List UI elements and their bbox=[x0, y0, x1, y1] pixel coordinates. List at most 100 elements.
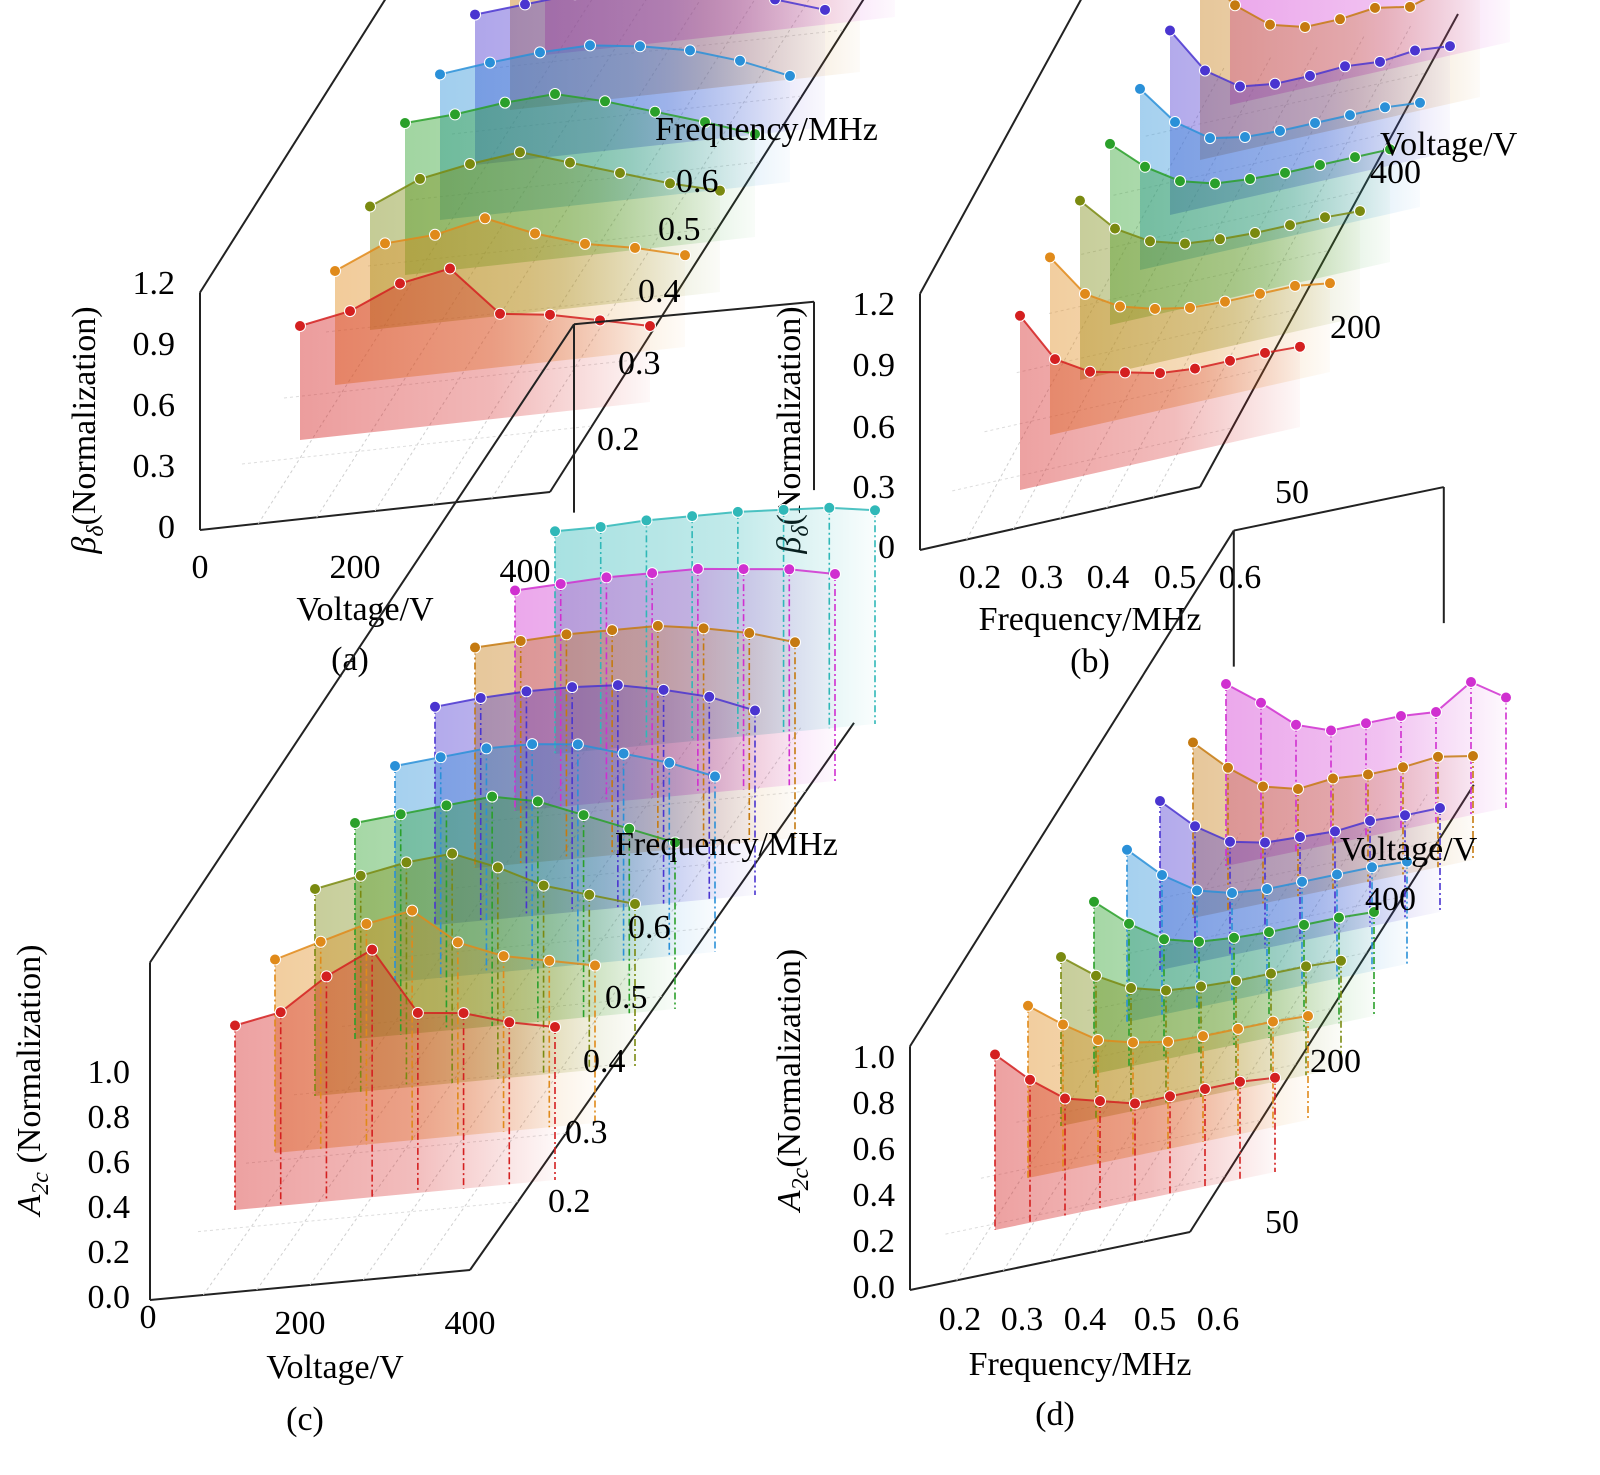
chart-d-series-200-point-7 bbox=[1333, 911, 1345, 924]
chart-b-series-50-area bbox=[1020, 315, 1300, 490]
chart-b-series-300-point-0 bbox=[1164, 24, 1176, 37]
chart-c-series-0.2-point-4 bbox=[411, 1006, 424, 1019]
chart-c-series-0.6-point-0 bbox=[549, 525, 561, 538]
chart-c-series-0.45-point-6 bbox=[703, 690, 716, 703]
chart-b-series-100-point-2 bbox=[1114, 300, 1126, 313]
chart-d-series-350-point-0 bbox=[1187, 736, 1199, 749]
chart-d-series-300-point-7 bbox=[1399, 809, 1411, 822]
chart-d-series-350-point-7 bbox=[1432, 750, 1444, 763]
chart-a-series-0.25-point-2 bbox=[429, 228, 441, 241]
chart-c-series-0.35-point-4 bbox=[531, 795, 544, 808]
chart-a-series-0.35-point-0 bbox=[399, 117, 411, 129]
chart-c-series-0.2-point-2 bbox=[320, 970, 333, 983]
chart-a-series-0.4-point-7 bbox=[784, 69, 796, 82]
chart-c-series-0.5-line bbox=[474, 624, 796, 649]
chart-b-frame-edge-1 bbox=[919, 0, 1082, 295]
chart-a-series-0.2-point-2 bbox=[394, 277, 406, 290]
chart-b-series-100-point-0 bbox=[1044, 251, 1056, 264]
chart-b-series-150-point-2 bbox=[1144, 235, 1156, 248]
chart-b-z-tick-label: 400 bbox=[1370, 154, 1421, 191]
chart-c-y-tick-label: 1.0 bbox=[88, 1054, 131, 1091]
chart-d-y-tick-label: 1.0 bbox=[853, 1039, 896, 1076]
chart-d-series-50-point-8 bbox=[1269, 1071, 1281, 1084]
chart-b-series-100-point-6 bbox=[1254, 287, 1266, 300]
chart-b-x-tick-label: 0.4 bbox=[1087, 559, 1130, 596]
chart-a-series-0.35-point-7 bbox=[749, 128, 761, 141]
chart-a-series-0.4-point-2 bbox=[534, 46, 546, 59]
chart-a-series-0.25-point-1 bbox=[379, 237, 391, 250]
chart-d-series-50-point-2 bbox=[1059, 1092, 1071, 1105]
chart-b-series-250-point-6 bbox=[1344, 109, 1356, 122]
chart-a-series-0.4-point-5 bbox=[684, 44, 696, 57]
chart-c-series-0.3-point-0 bbox=[309, 883, 321, 895]
chart-b-series-50-point-2 bbox=[1084, 365, 1096, 378]
chart-d-x-tick-label: 0.2 bbox=[939, 1301, 982, 1338]
chart-c-series-0.35-point-0 bbox=[349, 817, 361, 829]
chart-d-series-300-point-6 bbox=[1364, 814, 1376, 827]
chart-d-series-50-point-5 bbox=[1164, 1090, 1176, 1103]
chart-d-series-150-point-6 bbox=[1265, 967, 1277, 980]
chart-d-x-axis-title: Frequency/MHz bbox=[969, 1346, 1192, 1383]
chart-c-series-0.45-point-2 bbox=[520, 685, 533, 698]
chart-d-y-tick-label: 0.0 bbox=[853, 1269, 896, 1306]
chart-a-series-0.35-point-3 bbox=[549, 88, 561, 101]
chart-b-series-50-point-5 bbox=[1189, 362, 1201, 375]
chart-a-series-0.2-point-7 bbox=[644, 320, 656, 332]
chart-b-z-tick-label: 200 bbox=[1330, 309, 1381, 346]
chart-c-z-tick-label: 0.5 bbox=[605, 979, 648, 1016]
chart-d-series-200-point-3 bbox=[1193, 935, 1205, 948]
chart-c-series-0.45-point-1 bbox=[474, 691, 487, 704]
chart-a-z-tick-label: 0.6 bbox=[676, 163, 719, 200]
chart-b-series-300-point-6 bbox=[1374, 55, 1386, 68]
chart-b-series-100-point-8 bbox=[1324, 277, 1336, 290]
chart-b-series-50-point-3 bbox=[1119, 366, 1131, 379]
chart-c-series-0.55-point-0 bbox=[509, 584, 521, 597]
chart-b-series-200-point-4 bbox=[1244, 173, 1256, 186]
chart-c-series-0.4-point-6 bbox=[663, 756, 676, 769]
chart-d-series-350-point-8 bbox=[1467, 750, 1479, 762]
chart-b-series-50-point-8 bbox=[1294, 340, 1306, 353]
chart-d-y-tick-label: 0.2 bbox=[853, 1223, 896, 1260]
chart-a-y-axis-title: βδ(Normalization) bbox=[66, 306, 109, 554]
chart-d-series-400-point-1 bbox=[1255, 696, 1267, 709]
chart-d-series-150-point-2 bbox=[1125, 982, 1137, 994]
chart-d-y-axis-title: A2c(Normalization) bbox=[771, 949, 814, 1213]
chart-c-series-0.6-point-4 bbox=[731, 505, 744, 518]
chart-d-z-tick-label: 50 bbox=[1265, 1204, 1299, 1241]
chart-d-series-250-point-5 bbox=[1296, 875, 1308, 888]
chart-b-series-350-point-3 bbox=[1299, 21, 1311, 34]
chart-b-series-50-point-6 bbox=[1224, 354, 1236, 367]
chart-c-series-0.4-line bbox=[394, 743, 716, 778]
chart-b-x-tick-label: 0.3 bbox=[1021, 559, 1064, 596]
chart-c-series-0.4-point-3 bbox=[526, 738, 539, 751]
chart-d-series-400-point-7 bbox=[1465, 676, 1477, 688]
chart-b-series-300-point-2 bbox=[1234, 80, 1246, 93]
chart-b-y-tick-label: 0 bbox=[878, 529, 895, 566]
chart-c-series-0.2-point-5 bbox=[457, 1007, 470, 1020]
chart-c-z-tick-label: 0.2 bbox=[548, 1183, 591, 1220]
chart-c-y-tick-label: 0.6 bbox=[88, 1144, 131, 1181]
chart-c-frame-edge-1 bbox=[149, 323, 575, 964]
chart-b-z-axis-title: Voltage/V bbox=[1380, 126, 1518, 163]
chart-c-frame-edge-2 bbox=[573, 300, 815, 326]
chart-c-x-axis-title: Voltage/V bbox=[266, 1349, 404, 1386]
chart-d-series-250-point-1 bbox=[1156, 869, 1168, 881]
chart-a-series-0.3-line bbox=[369, 151, 721, 208]
chart-a-z-tick-label: 0.2 bbox=[597, 421, 640, 458]
chart-a-x-axis-title: Voltage/V bbox=[296, 591, 434, 628]
chart-c-z-tick-label: 0.6 bbox=[628, 909, 671, 946]
chart-c-series-0.25-line bbox=[274, 909, 596, 967]
chart-a-z-tick-label: 0.4 bbox=[638, 273, 681, 310]
chart-c-series-0.25-point-7 bbox=[589, 959, 601, 972]
chart-c-y-tick-label: 0.8 bbox=[88, 1099, 131, 1136]
chart-d-series-100-point-3 bbox=[1127, 1036, 1139, 1049]
chart-d-series-400-point-6 bbox=[1430, 706, 1442, 718]
chart-d-series-250-point-0 bbox=[1121, 843, 1133, 856]
chart-a-series-0.35-point-5 bbox=[649, 105, 661, 118]
chart-d-series-200-point-1 bbox=[1123, 917, 1135, 930]
chart-d-frame-edge-1 bbox=[909, 530, 1235, 1047]
chart-b-series-50-point-7 bbox=[1259, 346, 1271, 359]
chart-b-series-250-point-5 bbox=[1309, 117, 1321, 129]
chart-b-series-200-point-7 bbox=[1349, 151, 1361, 164]
panel-b: 0 0.3 0.6 0.9 1.2 0.2 0.3 0.4 0.5 0.6 50 200 400 βδ(N… bbox=[771, 0, 1600, 700]
